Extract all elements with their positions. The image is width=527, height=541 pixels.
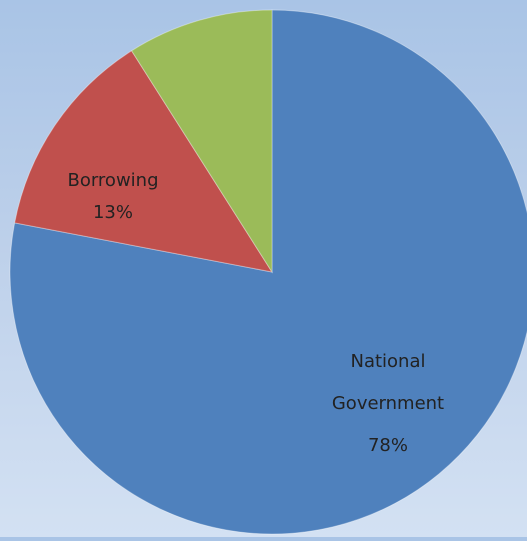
pie-labels: National Government 78% Borrowing 13% [67, 170, 444, 456]
pie-slice-borrowing [14, 50, 274, 273]
slice-percent-label: 78% [368, 435, 408, 456]
slice-percent-label: 13% [93, 202, 133, 223]
pie-slice-unlabeled-2 [130, 9, 273, 274]
slice-name-label: Borrowing [67, 170, 158, 191]
slice-name-label: National [350, 351, 425, 372]
slice-name-label: Government [332, 393, 444, 414]
pie-slices [9, 9, 527, 535]
pie-slice-national-government [9, 9, 527, 535]
